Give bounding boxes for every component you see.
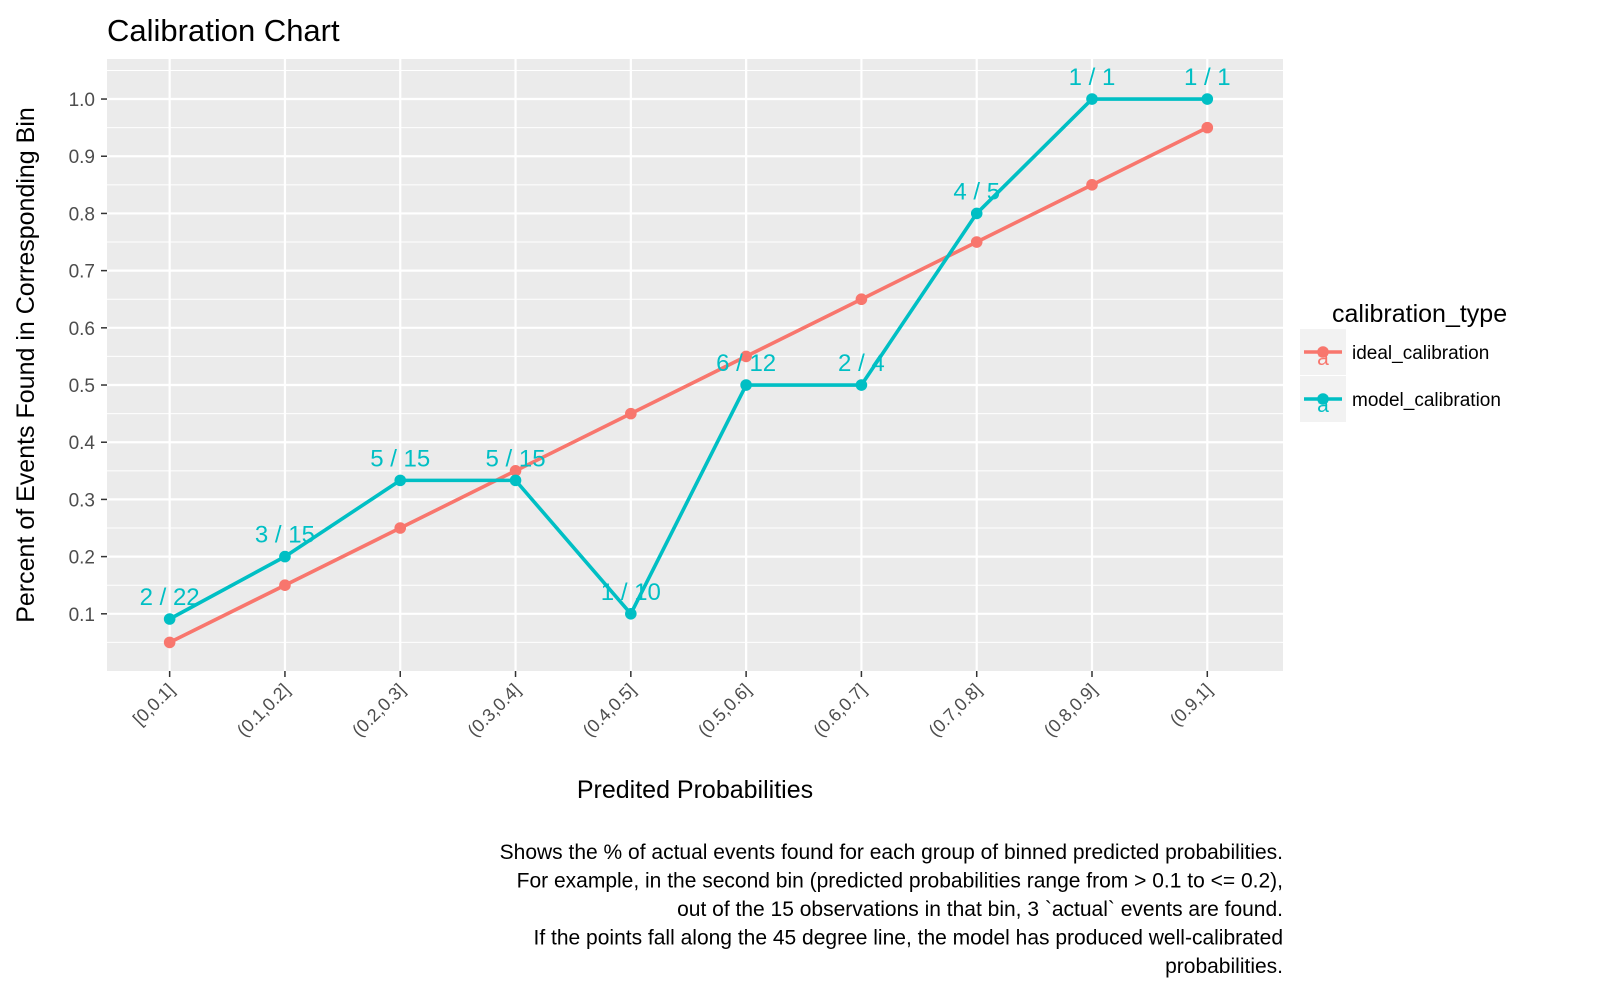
x-axis-title: Predited Probabilities <box>577 776 813 804</box>
point-model-calibration <box>1086 93 1098 105</box>
legend-key-point <box>1317 393 1329 405</box>
point-model-calibration <box>855 379 868 391</box>
plot-panel <box>107 59 1283 671</box>
series-line-ideal-calibration <box>168 126 1209 645</box>
y-tick-label: 0.6 <box>69 319 95 340</box>
major-gridlines <box>107 59 1283 671</box>
caption-line: Shows the % of actual events found for e… <box>500 841 1283 864</box>
data-label: 5 / 15 <box>370 445 430 472</box>
data-label: 6 / 12 <box>716 350 776 377</box>
data-label: 1 / 10 <box>601 579 661 606</box>
legend-label-model-calibration: model_calibration <box>1352 390 1501 411</box>
y-tick-label: 0.4 <box>69 433 96 454</box>
y-tick-label: 0.1 <box>69 605 95 626</box>
data-label: 4 / 5 <box>953 178 1000 205</box>
point-model-calibration <box>279 550 291 563</box>
chart-title: Calibration Chart <box>107 13 340 48</box>
y-tick-label: 0.7 <box>69 262 95 283</box>
point-ideal-calibration <box>279 579 291 592</box>
legend-key-point <box>1317 346 1329 358</box>
caption-line: For example, in the second bin (predicte… <box>517 870 1283 893</box>
data-label: 1 / 1 <box>1069 64 1116 91</box>
point-model-calibration <box>509 474 522 487</box>
legend-key-glyph: a <box>1317 394 1329 417</box>
point-ideal-calibration <box>394 522 407 534</box>
data-label: 2 / 22 <box>140 584 200 611</box>
y-tick-label: 0.3 <box>69 490 95 511</box>
point-ideal-calibration <box>1086 179 1098 191</box>
point-ideal-calibration <box>509 465 522 477</box>
legend-key-glyph: a <box>1317 347 1329 370</box>
y-tick-label: 0.9 <box>69 147 95 168</box>
y-axis-title: Percent of Events Found in Corresponding… <box>12 107 40 623</box>
legend-title: calibration_type <box>1332 300 1507 328</box>
y-tick-label: 0.5 <box>69 376 95 397</box>
y-tick-label: 0.8 <box>69 204 95 225</box>
point-ideal-calibration <box>970 236 983 248</box>
y-tick-label: 1.0 <box>69 90 95 111</box>
point-ideal-calibration <box>855 293 868 306</box>
y-tick-label: 0.2 <box>69 548 95 569</box>
point-model-calibration <box>1201 93 1214 105</box>
series-layer <box>163 93 1214 649</box>
data-label: 1 / 1 <box>1184 64 1231 91</box>
caption-line: If the points fall along the 45 degree l… <box>534 927 1283 950</box>
caption-line: probabilities. <box>1165 955 1283 978</box>
data-labels: 2 / 22 3 / 15 5 / 15 5 / 15 1 / 10 6 / 12 2 / … <box>140 64 1231 611</box>
series-line-model-calibration <box>168 97 1208 621</box>
point-ideal-calibration <box>163 636 176 649</box>
point-ideal-calibration <box>1201 121 1214 134</box>
point-model-calibration <box>740 379 752 391</box>
data-label: 5 / 15 <box>486 445 546 472</box>
data-label: 3 / 15 <box>255 522 315 549</box>
point-model-calibration <box>970 207 983 220</box>
point-ideal-calibration <box>625 407 637 420</box>
point-model-calibration <box>163 613 176 625</box>
point-model-calibration <box>394 474 407 487</box>
point-ideal-calibration <box>740 350 752 363</box>
legend-label-ideal-calibration: ideal_calibration <box>1352 343 1489 364</box>
caption: Shows the % of actual events found for e… <box>500 841 1283 978</box>
y-axis-ticks: 0.1 0.2 0.3 0.4 0.5 0.6 0.7 0.8 0.9 1.0 <box>69 90 107 626</box>
data-label: 2 / 4 <box>838 350 885 377</box>
minor-gridlines <box>107 69 1283 643</box>
caption-line: out of the 15 observations in that bin, … <box>677 898 1283 921</box>
point-model-calibration <box>625 608 637 620</box>
